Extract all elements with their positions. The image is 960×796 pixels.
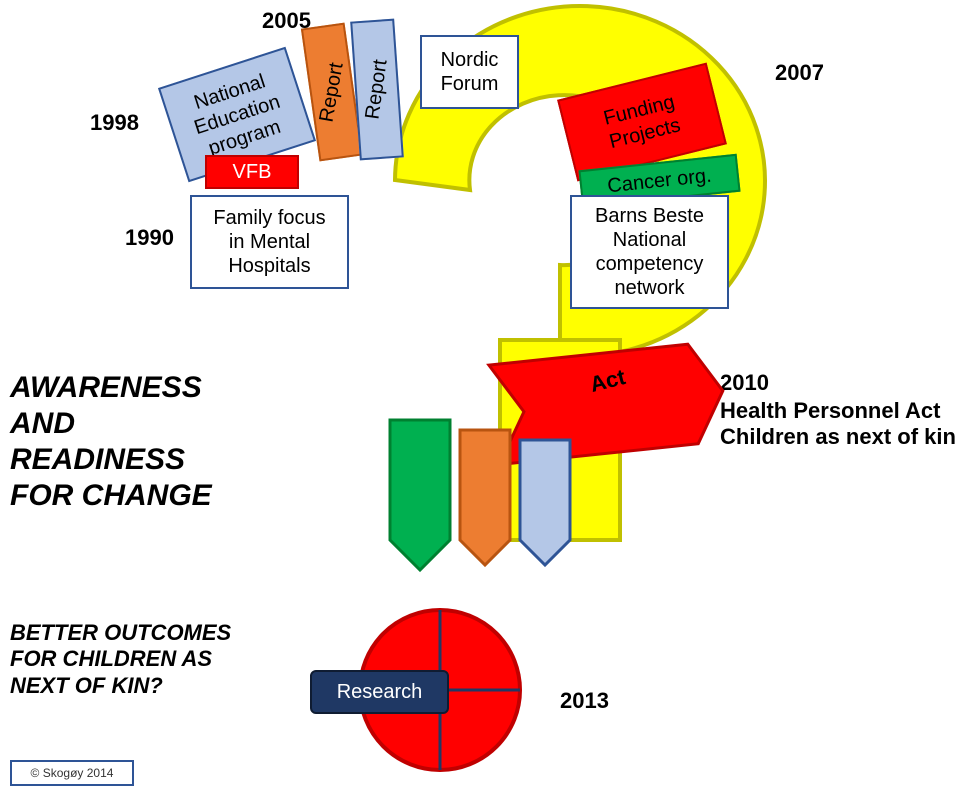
box-research: Research bbox=[310, 670, 449, 714]
arrow-shapes bbox=[0, 0, 960, 796]
footer-credit: © Skogøy 2014 bbox=[10, 760, 134, 786]
